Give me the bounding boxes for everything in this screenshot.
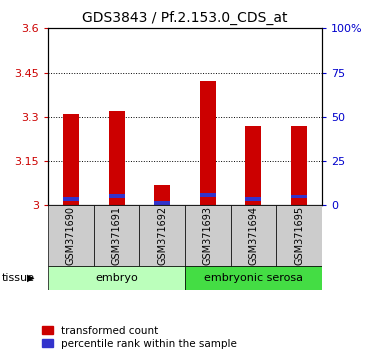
Bar <box>185 205 231 267</box>
Bar <box>200 81 216 205</box>
Bar <box>108 111 125 205</box>
Bar <box>245 197 262 201</box>
Bar <box>63 197 79 201</box>
Bar <box>291 126 307 205</box>
Text: embryonic serosa: embryonic serosa <box>204 273 303 284</box>
Bar <box>154 185 170 205</box>
Legend: transformed count, percentile rank within the sample: transformed count, percentile rank withi… <box>42 326 237 349</box>
Bar <box>48 205 94 267</box>
Bar <box>185 267 322 290</box>
Bar <box>108 194 125 198</box>
Text: ▶: ▶ <box>27 273 34 283</box>
Text: GSM371694: GSM371694 <box>248 206 259 266</box>
Title: GDS3843 / Pf.2.153.0_CDS_at: GDS3843 / Pf.2.153.0_CDS_at <box>82 10 288 24</box>
Text: GSM371692: GSM371692 <box>157 206 167 266</box>
Bar <box>231 205 276 267</box>
Bar <box>276 205 322 267</box>
Text: tissue: tissue <box>2 273 35 283</box>
Text: GSM371690: GSM371690 <box>66 206 76 266</box>
Bar <box>48 267 185 290</box>
Text: GSM371691: GSM371691 <box>111 206 122 266</box>
Bar <box>245 126 262 205</box>
Text: GSM371693: GSM371693 <box>203 206 213 266</box>
Bar <box>94 205 139 267</box>
Bar <box>63 114 79 205</box>
Text: embryo: embryo <box>95 273 138 284</box>
Bar <box>154 201 170 205</box>
Bar <box>291 195 307 199</box>
Bar <box>200 193 216 197</box>
Text: GSM371695: GSM371695 <box>294 206 304 266</box>
Bar <box>139 205 185 267</box>
